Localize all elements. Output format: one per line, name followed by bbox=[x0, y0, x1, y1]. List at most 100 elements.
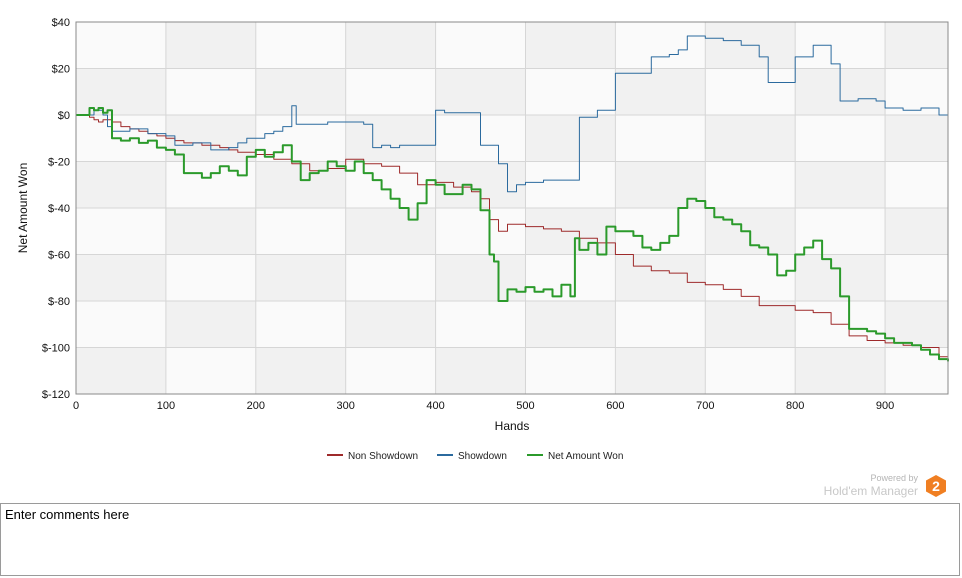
y-tick-label: $-60 bbox=[48, 250, 70, 262]
legend-label: Showdown bbox=[458, 451, 507, 462]
plot-cell bbox=[345, 347, 436, 394]
x-axis-ticks: 0 100 200 300 400 500 600 700 800 900 bbox=[73, 400, 894, 412]
y-tick-label: $-80 bbox=[48, 296, 70, 308]
plot-cell bbox=[345, 301, 436, 348]
plot-cell bbox=[345, 115, 436, 162]
plot-cell bbox=[795, 161, 886, 208]
plot-cell bbox=[255, 115, 346, 162]
comments-box[interactable]: Enter comments here bbox=[0, 503, 960, 576]
plot-background bbox=[76, 22, 948, 394]
plot-cell bbox=[345, 68, 436, 115]
y-tick-label: $0 bbox=[58, 110, 70, 122]
plot-cell bbox=[615, 254, 706, 301]
series-line-showdown bbox=[76, 35, 948, 193]
plot-cell bbox=[525, 301, 616, 348]
plot-cell bbox=[615, 115, 706, 162]
y-tick-label: $40 bbox=[52, 17, 70, 29]
plot-cell bbox=[885, 301, 948, 348]
y-tick-label: $-20 bbox=[48, 157, 70, 169]
y-tick-label: $20 bbox=[52, 64, 70, 76]
legend-label: Net Amount Won bbox=[548, 451, 623, 462]
plot-cell bbox=[435, 208, 526, 255]
y-axis-ticks: $40 $20 $0 $-20 $-40 $-60 $-80 $-100 $-120 bbox=[42, 17, 70, 401]
plot-cell bbox=[435, 22, 526, 69]
plot-cell bbox=[255, 22, 346, 69]
x-tick-label: 600 bbox=[606, 400, 624, 412]
plot-cell bbox=[525, 161, 616, 208]
legend: Non Showdown Showdown Net Amount Won bbox=[327, 451, 623, 462]
plot-cell bbox=[615, 161, 706, 208]
plot-cell bbox=[615, 68, 706, 115]
plot-cell bbox=[705, 161, 796, 208]
x-axis-label: Hands bbox=[495, 419, 530, 433]
plot-cell bbox=[165, 347, 256, 394]
plot-cell bbox=[435, 254, 526, 301]
y-axis-label: Net Amount Won bbox=[16, 163, 30, 254]
plot-cell bbox=[345, 22, 436, 69]
plot-cell bbox=[76, 22, 166, 69]
plot-cell bbox=[76, 161, 166, 208]
x-tick-label: 100 bbox=[157, 400, 175, 412]
plot-cell bbox=[795, 347, 886, 394]
y-tick-label: $-100 bbox=[42, 343, 70, 355]
plot-cell bbox=[885, 68, 948, 115]
plot-cell bbox=[165, 208, 256, 255]
plot-cell bbox=[435, 68, 526, 115]
plot-cell bbox=[885, 161, 948, 208]
x-tick-label: 800 bbox=[786, 400, 804, 412]
svg-text:2: 2 bbox=[932, 478, 940, 494]
product-name: Hold'em Manager bbox=[823, 484, 918, 498]
plot-cell bbox=[165, 254, 256, 301]
y-tick-label: $-120 bbox=[42, 389, 70, 401]
plot-cell bbox=[255, 301, 346, 348]
plot-cell bbox=[165, 22, 256, 69]
plot-cell bbox=[705, 301, 796, 348]
plot-cell bbox=[76, 347, 166, 394]
x-tick-label: 900 bbox=[876, 400, 894, 412]
plot-cell bbox=[525, 115, 616, 162]
series-line-net-amount-won bbox=[76, 107, 949, 362]
plot-cell bbox=[255, 347, 346, 394]
plot-cell bbox=[165, 161, 256, 208]
plot-cell bbox=[345, 254, 436, 301]
plot-cell bbox=[255, 208, 346, 255]
x-tick-label: 400 bbox=[426, 400, 444, 412]
plot-cell bbox=[705, 115, 796, 162]
plot-cell bbox=[795, 22, 886, 69]
plot-cell bbox=[885, 254, 948, 301]
plot-cell bbox=[705, 68, 796, 115]
plot-cell bbox=[76, 208, 166, 255]
plot-cell bbox=[76, 254, 166, 301]
plot-cell bbox=[885, 22, 948, 69]
plot-cell bbox=[435, 301, 526, 348]
x-tick-label: 200 bbox=[247, 400, 265, 412]
plot-cell bbox=[435, 347, 526, 394]
powered-by-label: Powered by bbox=[870, 473, 918, 483]
branding: Powered by Hold'em Manager 2 bbox=[818, 471, 952, 501]
plot-cell bbox=[615, 22, 706, 69]
x-tick-label: 500 bbox=[516, 400, 534, 412]
plot-cell bbox=[76, 301, 166, 348]
plot-cell bbox=[525, 68, 616, 115]
chart: $40 $20 $0 $-20 $-40 $-60 $-80 $-100 $-120 0 100 2… bbox=[16, 17, 949, 462]
plot-cell bbox=[165, 68, 256, 115]
series-lines bbox=[76, 35, 949, 362]
x-tick-label: 300 bbox=[337, 400, 355, 412]
plot-cell bbox=[795, 115, 886, 162]
plot-border bbox=[75, 21, 949, 395]
legend-label: Non Showdown bbox=[348, 451, 418, 462]
plot-cell bbox=[885, 115, 948, 162]
plot-cell bbox=[525, 22, 616, 69]
plot-cell bbox=[885, 208, 948, 255]
x-tick-label: 700 bbox=[696, 400, 714, 412]
plot-cell bbox=[345, 208, 436, 255]
plot-cell bbox=[255, 68, 346, 115]
x-tick-label: 0 bbox=[73, 400, 79, 412]
plot-cell bbox=[705, 347, 796, 394]
holdem-manager-logo-icon: 2 bbox=[926, 475, 946, 497]
y-tick-label: $-40 bbox=[48, 203, 70, 215]
plot-cell bbox=[165, 301, 256, 348]
plot-cell bbox=[705, 254, 796, 301]
plot-cell bbox=[525, 347, 616, 394]
plot-cell bbox=[615, 301, 706, 348]
